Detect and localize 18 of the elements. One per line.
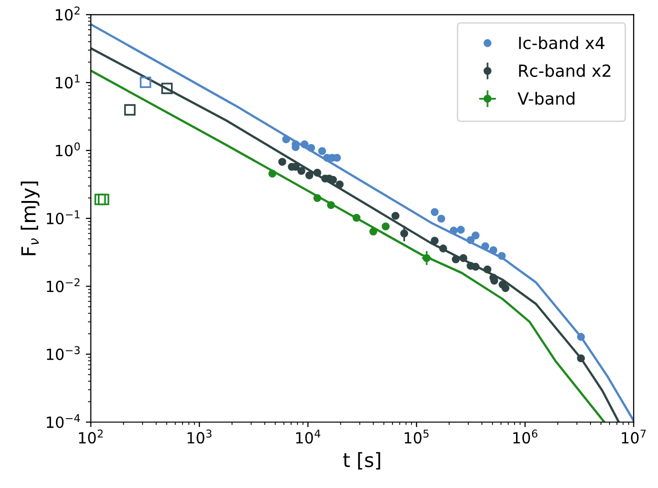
x-tick-label: 10$^{5}$ (404, 430, 429, 444)
x-tick-label: 10$^{6}$ (513, 430, 538, 444)
legend-label: Rc-band x2 (519, 64, 610, 78)
y-tick-label: 10$^{−3}$ (46, 346, 80, 360)
x-tick-label: 10$^{7}$ (622, 430, 646, 444)
y-axis-title: F$_{ν}$ [mJy] (20, 182, 40, 256)
legend-label: Ic-band x4 (519, 36, 604, 50)
x-tick-label: 10$^{3}$ (188, 430, 212, 444)
y-tick-label: 10$^{0}$ (56, 142, 80, 156)
y-tick-label: 10$^{−4}$ (46, 414, 80, 428)
y-tick-label: 10$^{2}$ (56, 6, 80, 21)
y-tick-label: 10$^{−1}$ (46, 210, 80, 224)
x-tick-label: 10$^{2}$ (79, 430, 103, 444)
x-tick-label: 10$^{4}$ (296, 430, 320, 444)
legend-label: V-band (518, 92, 574, 105)
y-tick-label: 10$^{1}$ (56, 74, 80, 88)
x-axis-title: t [s] (343, 452, 380, 470)
y-tick-label: 10$^{−2}$ (46, 278, 80, 292)
